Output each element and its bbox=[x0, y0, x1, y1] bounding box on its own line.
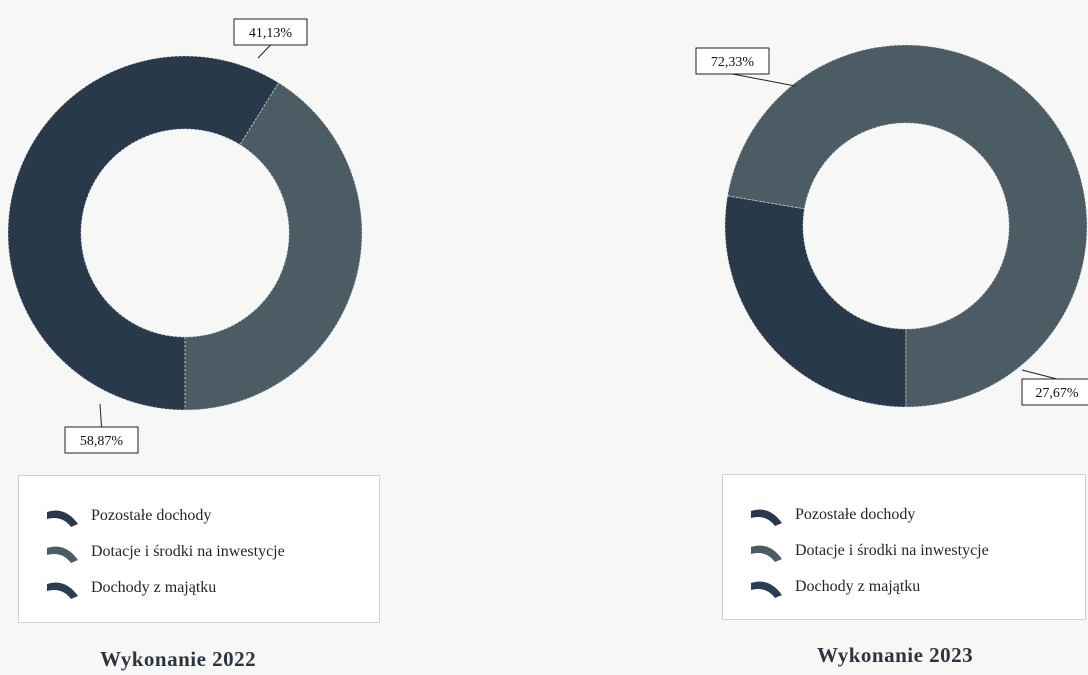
data-label-text: 27,67% bbox=[1035, 386, 1079, 401]
leader-line bbox=[99, 403, 102, 428]
legend-label: Dotacje i środki na inwestycje bbox=[795, 542, 989, 559]
slice-pozostale-dochody bbox=[724, 195, 907, 408]
swatch-shape bbox=[47, 582, 78, 599]
legend-item-pozostale-dochody: Pozostałe dochody bbox=[749, 497, 1085, 533]
legend: Pozostałe dochody Dotacje i środki na in… bbox=[722, 474, 1086, 620]
leader-line bbox=[1021, 369, 1058, 380]
slice-dotacje bbox=[184, 82, 363, 411]
legend-item-pozostale-dochody: Pozostałe dochody bbox=[45, 498, 379, 534]
legend-item-dotacje: Dotacje i środki na inwestycje bbox=[45, 534, 379, 570]
swatch-shape bbox=[751, 581, 782, 598]
swatch-shape bbox=[47, 510, 78, 527]
legend-item-dochody-z-majatku: Dochody z majątku bbox=[749, 569, 1085, 605]
legend-item-dotacje: Dotacje i środki na inwestycje bbox=[749, 533, 1085, 569]
data-label-box bbox=[64, 426, 139, 454]
chart-panel-2022: 58,87% 41,13% Pozostałe dochody Dotacje i… bbox=[7, 18, 380, 671]
legend-swatch-icon bbox=[47, 510, 78, 527]
legend-label: Pozostałe dochody bbox=[795, 506, 916, 523]
legend-swatch-icon bbox=[751, 545, 782, 562]
donut-chart-2022: 58,87% 41,13% bbox=[7, 18, 363, 454]
legend-label: Dotacje i środki na inwestycje bbox=[91, 543, 285, 560]
legend-swatch-icon bbox=[47, 582, 78, 599]
swatch-shape bbox=[751, 545, 782, 562]
data-label-box bbox=[695, 47, 770, 75]
legend-swatch-icon bbox=[47, 546, 78, 563]
data-label-box bbox=[233, 18, 308, 46]
slice-pozostale-dochody bbox=[7, 55, 280, 411]
slice-dotacje bbox=[727, 44, 1088, 408]
data-label-text: 72,33% bbox=[711, 55, 755, 70]
legend-item-dochody-z-majatku: Dochody z majątku bbox=[45, 570, 379, 606]
legend-label: Pozostałe dochody bbox=[91, 507, 212, 524]
legend-swatch-icon bbox=[751, 509, 782, 526]
data-label: 27,67% bbox=[1021, 369, 1088, 406]
legend-label: Dochody z majątku bbox=[795, 578, 921, 595]
swatch-shape bbox=[751, 509, 782, 526]
legend-label: Dochody z majątku bbox=[91, 579, 217, 596]
data-label-text: 41,13% bbox=[249, 26, 293, 41]
leader-line bbox=[732, 73, 796, 87]
data-label-text: 58,87% bbox=[80, 434, 124, 449]
data-label: 72,33% bbox=[695, 47, 796, 87]
data-label: 58,87% bbox=[64, 403, 139, 454]
data-label-box bbox=[1021, 378, 1088, 406]
legend: Pozostałe dochody Dotacje i środki na in… bbox=[18, 475, 380, 623]
leader-line bbox=[257, 44, 271, 59]
data-label: 41,13% bbox=[233, 18, 308, 59]
chart-title: Wykonanie 2023 bbox=[817, 643, 974, 667]
chart-title: Wykonanie 2022 bbox=[100, 647, 257, 671]
legend-swatch-icon bbox=[751, 581, 782, 598]
donut-chart-2023: 27,67% 72,33% bbox=[695, 44, 1088, 408]
chart-panel-2023: 27,67% 72,33% Pozostałe dochody Dotacje i… bbox=[544, 0, 1088, 675]
swatch-shape bbox=[47, 546, 78, 563]
